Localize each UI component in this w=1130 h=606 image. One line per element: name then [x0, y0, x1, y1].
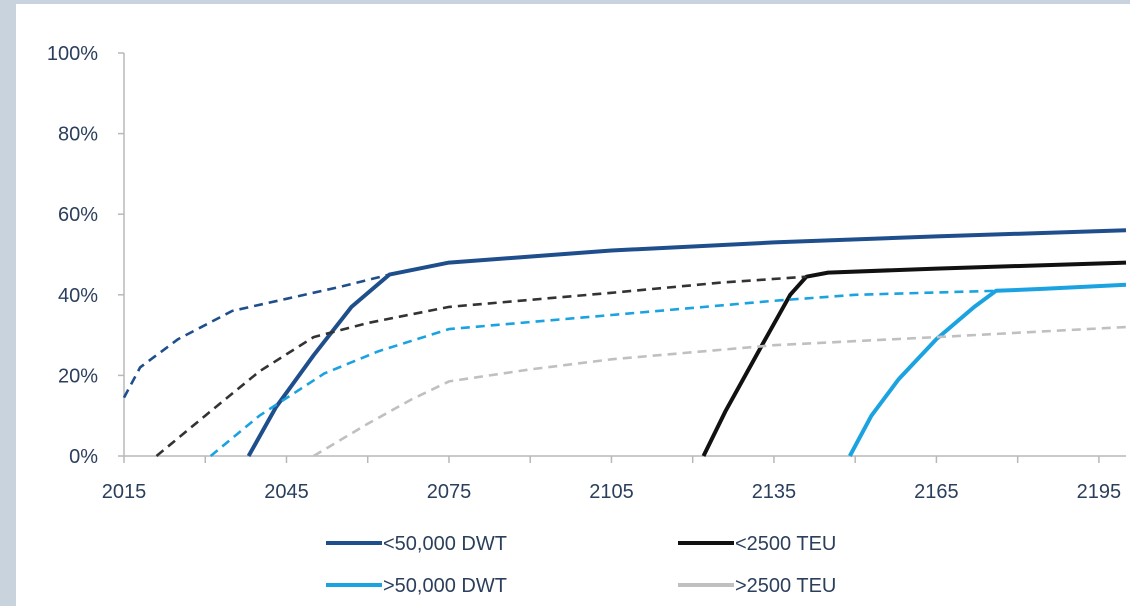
- chart-legend: <50,000 DWT <2500 TEU >50,000 DWT >2500 TEU: [326, 533, 836, 597]
- legend-label: <50,000 DWT: [383, 533, 507, 555]
- series-line-2500-teu-dashed: [155, 275, 807, 458]
- series-line-50-000-dwt-dashed: [122, 273, 390, 399]
- series-layer: [122, 228, 1127, 458]
- x-tick-label: 2045: [264, 481, 309, 503]
- chart-panel: [16, 4, 1130, 606]
- y-tick-label: 100%: [47, 43, 98, 65]
- y-tick-label: 60%: [58, 204, 98, 226]
- y-tick-label: 80%: [58, 124, 98, 146]
- x-tick-label: 2165: [914, 481, 959, 503]
- x-tick-label: 2195: [1077, 481, 1122, 503]
- series-line-50-000-dwt-dashed: [209, 289, 997, 458]
- y-tick-labels: 0% 20% 40% 60% 80% 100%: [47, 43, 98, 468]
- chart-axes: [118, 52, 1126, 463]
- legend-label: >50,000 DWT: [383, 575, 507, 597]
- series-line-50-000-dwt-solid: [848, 282, 1127, 457]
- legend-label: <2500 TEU: [735, 533, 836, 555]
- x-tick-labels: 2015 2045 2075 2105 2135 2165 2195: [102, 481, 1121, 503]
- x-tick-label: 2015: [102, 481, 147, 503]
- x-tick-label: 2075: [427, 481, 472, 503]
- y-tick-label: 0%: [69, 446, 98, 468]
- x-tick-label: 2105: [589, 481, 634, 503]
- series-line-2500-teu-dashed: [312, 325, 1127, 458]
- y-tick-label: 40%: [58, 285, 98, 307]
- x-tick-label: 2135: [752, 481, 797, 503]
- series-line-2500-teu-solid: [701, 260, 1127, 457]
- series-line-50-000-dwt-solid: [246, 228, 1127, 457]
- y-tick-label: 20%: [58, 365, 98, 387]
- legend-label: >2500 TEU: [735, 575, 836, 597]
